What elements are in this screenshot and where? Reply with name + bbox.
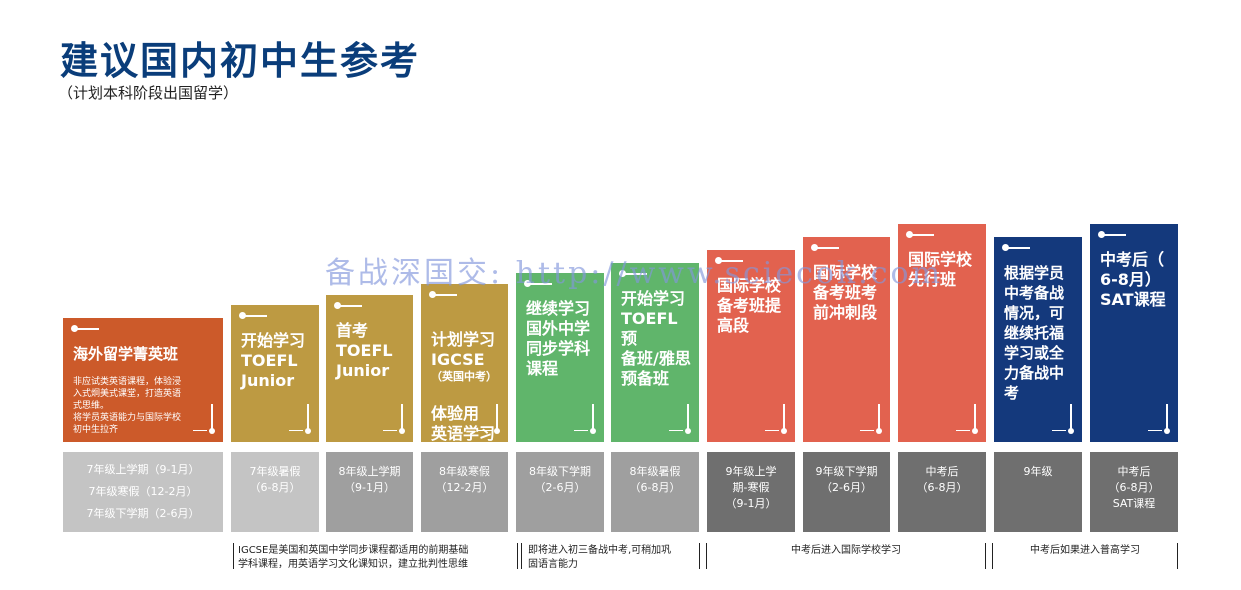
stage-card-5: 继续学习 国外中学 同步学科 课程 — [516, 273, 604, 442]
stage-title: 开始学习 TOEFL Junior — [241, 331, 306, 390]
note-igcse: IGCSE是美国和英国中学同步课程都适用的前期基础 学科课程，用英语学习文化课知… — [238, 545, 469, 570]
card-dot-line — [1098, 231, 1126, 238]
card-bracket-icon — [193, 404, 215, 434]
card-dot-line — [715, 257, 743, 264]
time-cell-10: 9年级 — [994, 452, 1082, 532]
note-divider — [699, 543, 700, 569]
card-bracket-icon — [956, 404, 978, 434]
stage-title: 国际学校 先行班 — [908, 250, 973, 289]
card-bracket-icon — [383, 404, 405, 434]
card-dot-line — [811, 244, 839, 251]
stage-card-8: 国际学校 备考班考 前冲刺段 — [803, 237, 890, 442]
time-cell-11: 中考后 （6-8月） SAT课程 — [1090, 452, 1178, 532]
page-subtitle: （计划本科阶段出国留学） — [58, 84, 239, 102]
note-grade9-prep: 即将进入初三备战中考,可稍加巩 固语言能力 — [528, 545, 672, 570]
card-bracket-icon — [574, 404, 596, 434]
stage-card-4: 计划学习 IGCSE （英国中考） 体验用 英语学习 文化课 — [421, 284, 508, 463]
stage-card-1: 海外留学菁英班 非应试类英语课程，体验浸 入式炯美式课堂，打造英语 式思维。 将… — [63, 318, 223, 442]
note-divider — [233, 543, 234, 569]
stage-card-11: 中考后（ 6-8月） SAT课程 — [1090, 224, 1178, 442]
time-cell-8: 9年级下学期 （2-6月） — [803, 452, 890, 532]
stage-title-part1: 计划学习 IGCSE — [431, 330, 496, 369]
time-cell-5: 8年级下学期 （2-6月） — [516, 452, 604, 532]
watermark-text: 备战深国交: http://www.sciecok.com — [325, 256, 944, 291]
stage-card-6: 开始学习 TOEFL预 备班/雅思 预备班 — [611, 263, 699, 442]
time-cell-2: 7年级暑假 （6-8月） — [231, 452, 319, 532]
card-dot-line — [619, 270, 647, 277]
stage-title: 国际学校 备考班提 高段 — [717, 276, 782, 335]
note-divider — [521, 543, 522, 569]
page-title: 建议国内初中生参考 — [60, 39, 421, 83]
card-dot-line — [71, 325, 99, 332]
time-cell-1: 7年级上学期（9-1月） 7年级寒假（12-2月） 7年级下学期（2-6月） — [63, 452, 223, 532]
stage-card-9: 国际学校 先行班 — [898, 224, 986, 442]
card-bracket-icon — [765, 404, 787, 434]
note-divider — [1177, 543, 1178, 569]
card-dot-line — [334, 302, 362, 309]
stage-title: 开始学习 TOEFL预 备班/雅思 预备班 — [621, 289, 691, 388]
stage-card-10: 根据学员 中考备战 情况，可 继续托福 学习或全 力备战中 考 — [994, 237, 1082, 442]
card-bracket-icon — [478, 404, 500, 434]
stage-title: 继续学习 国外中学 同步学科 课程 — [526, 299, 591, 378]
note-divider — [706, 543, 707, 569]
stage-description: 非应试类英语课程，体验浸 入式炯美式课堂，打造英语 式思维。 将学员英语能力与国… — [73, 377, 182, 435]
card-dot-line — [239, 312, 267, 319]
time-cell-6: 8年级暑假 （6-8月） — [611, 452, 699, 532]
card-bracket-icon — [1148, 404, 1170, 434]
note-public-high: 中考后如果进入普高学习 — [1030, 545, 1140, 556]
card-dot-line — [1002, 244, 1030, 251]
card-bracket-icon — [669, 404, 691, 434]
card-bracket-icon — [860, 404, 882, 434]
note-divider — [992, 543, 993, 569]
time-cell-3: 8年级上学期 （9-1月） — [326, 452, 413, 532]
stage-title: 根据学员 中考备战 情况，可 继续托福 学习或全 力备战中 考 — [1004, 264, 1065, 402]
note-intl-school: 中考后进入国际学校学习 — [791, 545, 901, 556]
stage-title: 海外留学菁英班 — [73, 345, 179, 363]
stage-title-note: （英国中考） — [431, 370, 497, 383]
time-cell-9: 中考后 （6-8月） — [898, 452, 986, 532]
note-divider — [985, 543, 986, 569]
card-dot-line — [429, 291, 457, 298]
stage-title: 首考 TOEFL Junior — [336, 321, 393, 380]
card-dot-line — [906, 231, 934, 238]
time-cell-7: 9年级上学 期-寒假 （9-1月） — [707, 452, 795, 532]
time-cell-4: 8年级寒假 （12-2月） — [421, 452, 508, 532]
card-bracket-icon — [289, 404, 311, 434]
stage-title: 国际学校 备考班考 前冲刺段 — [813, 263, 878, 322]
note-divider — [517, 543, 518, 569]
card-bracket-icon — [1052, 404, 1074, 434]
stage-card-7: 国际学校 备考班提 高段 — [707, 250, 795, 442]
stage-card-3: 首考 TOEFL Junior — [326, 295, 413, 442]
stage-title: 计划学习 IGCSE （英国中考） 体验用 英语学习 文化课 — [431, 310, 502, 464]
stage-title: 中考后（ 6-8月） SAT课程 — [1100, 250, 1166, 309]
card-dot-line — [524, 280, 552, 287]
stage-card-2: 开始学习 TOEFL Junior — [231, 305, 319, 442]
